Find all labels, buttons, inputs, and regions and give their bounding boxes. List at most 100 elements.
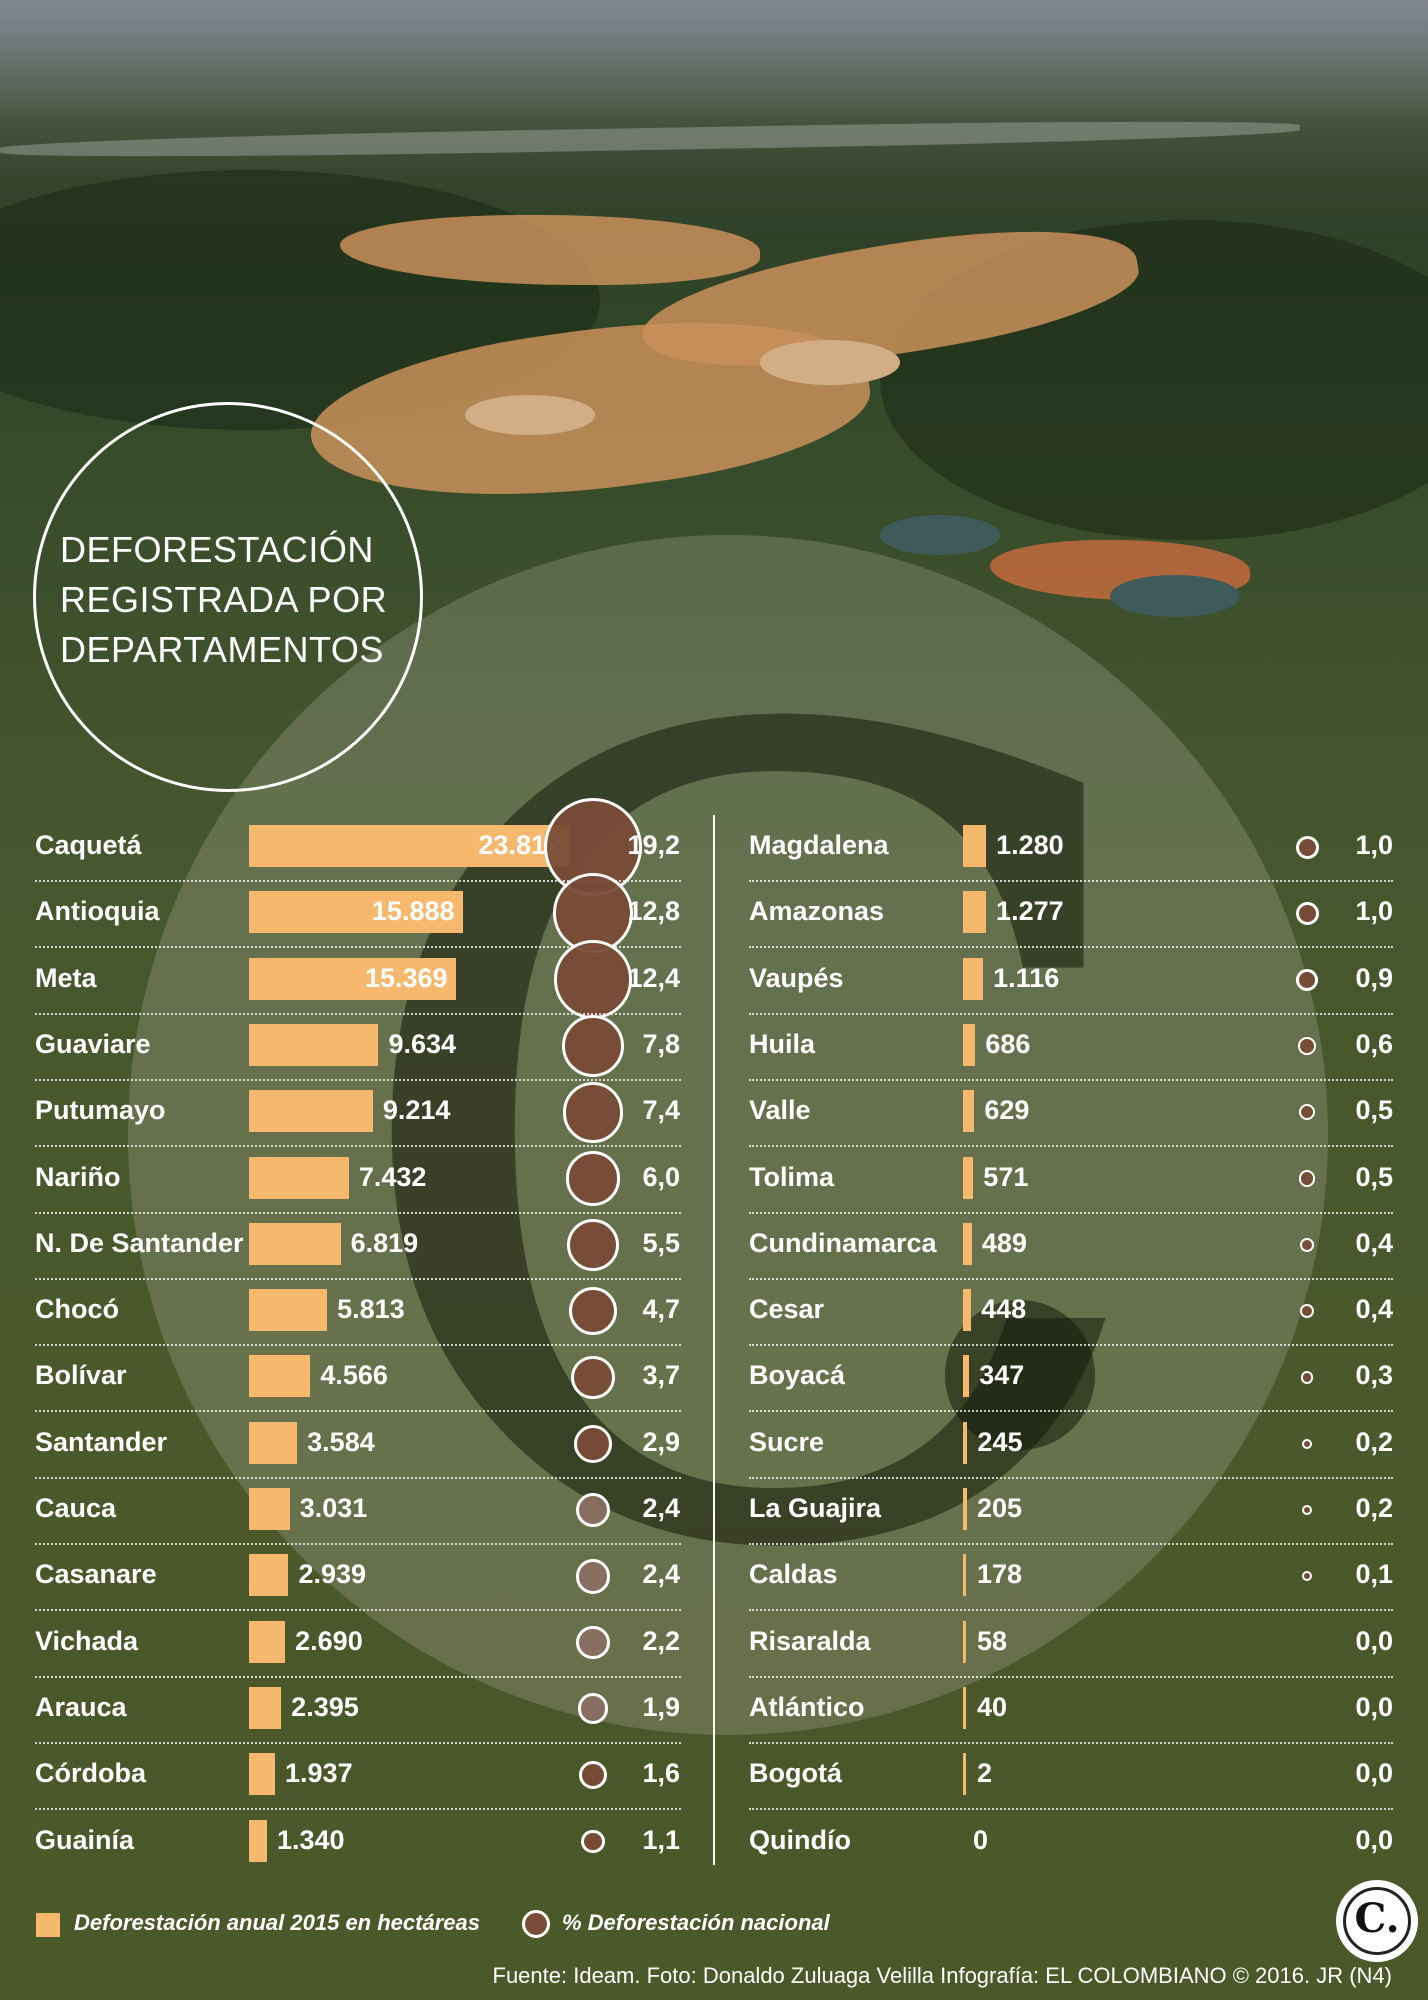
- pct-bubble: [561, 1014, 625, 1078]
- chart-title: DEFORESTACIÓN REGISTRADA POR DEPARTAMENT…: [60, 525, 387, 675]
- pct-value: 2,4: [642, 1559, 680, 1590]
- bar: [249, 1620, 286, 1663]
- row-label: Quindío: [749, 1824, 851, 1855]
- row-label: Huila: [749, 1028, 816, 1059]
- pct-value: 7,8: [642, 1028, 680, 1059]
- pct-value: 2,9: [642, 1426, 680, 1457]
- pct-bubble: [581, 1829, 605, 1854]
- pct-bubble: [1300, 1371, 1314, 1384]
- bar: [249, 1023, 379, 1066]
- pct-bubble: [1298, 1104, 1316, 1121]
- bar: [249, 1753, 276, 1796]
- row-label: Caldas: [749, 1559, 838, 1590]
- row-separator: [749, 1344, 1393, 1347]
- bar: [249, 1289, 328, 1332]
- bar: [963, 1421, 968, 1464]
- bar-value: 2.690: [295, 1625, 363, 1656]
- bar: [963, 891, 987, 934]
- row-label: Bogotá: [749, 1758, 842, 1789]
- pct-bubble: [1301, 1504, 1313, 1516]
- pct-value: 19,2: [627, 830, 680, 860]
- bar-value: 15.369: [364, 962, 448, 993]
- pct-value: 0,0: [1355, 1824, 1393, 1855]
- legend-bar-swatch: [36, 1913, 60, 1937]
- row-separator: [35, 1211, 681, 1214]
- bar-value: 1.937: [285, 1758, 353, 1789]
- bar-value: 3.584: [307, 1426, 375, 1457]
- row-label: Antioquia: [35, 896, 160, 927]
- row-separator: [749, 946, 1393, 949]
- pct-value: 12,4: [627, 962, 680, 993]
- pond-photo: [880, 515, 1000, 555]
- pct-bubble: [1296, 968, 1318, 991]
- pct-value: 0,1: [1355, 1559, 1393, 1590]
- pct-value: 6,0: [642, 1161, 680, 1192]
- row-separator: [35, 1609, 681, 1612]
- row-label: Atlántico: [749, 1691, 865, 1722]
- pct-value: 0,4: [1355, 1294, 1393, 1325]
- bar: [249, 1488, 290, 1530]
- title-line-1: DEFORESTACIÓN: [60, 529, 374, 570]
- row-separator: [749, 1543, 1393, 1545]
- bar-value: 9.634: [388, 1028, 457, 1059]
- pct-value: 0,9: [1355, 962, 1393, 993]
- bar-value: 0: [973, 1824, 989, 1855]
- title-line-2: REGISTRADA POR: [60, 579, 388, 620]
- bar-value: 629: [984, 1095, 1030, 1126]
- bar: [963, 1023, 976, 1066]
- row-separator: [749, 1078, 1393, 1081]
- row-label: Cauca: [35, 1493, 117, 1523]
- pct-value: 0,2: [1355, 1493, 1393, 1523]
- bar-value: 1.277: [996, 896, 1064, 927]
- title-circle: [33, 402, 423, 792]
- bar-value: 347: [979, 1360, 1025, 1391]
- row-label: Chocó: [35, 1294, 119, 1325]
- bar-value: 686: [985, 1028, 1031, 1059]
- pct-bubble: [1295, 901, 1319, 925]
- bar-value: 1.116: [993, 962, 1060, 993]
- row-label: Valle: [749, 1095, 811, 1126]
- mining-area-photo: [340, 215, 760, 285]
- bar: [249, 1355, 311, 1398]
- row-label: Guainía: [35, 1824, 135, 1855]
- pct-bubble: [552, 873, 634, 954]
- bar-value: 489: [981, 1227, 1027, 1258]
- bar-value: 245: [977, 1426, 1023, 1457]
- pond-photo: [1110, 575, 1240, 617]
- bar: [249, 825, 569, 867]
- row-label: Boyacá: [749, 1360, 846, 1391]
- row-separator: [749, 1410, 1393, 1413]
- row-separator: [749, 1741, 1393, 1744]
- title-line-3: DEPARTAMENTOS: [60, 629, 384, 670]
- row-label: La Guajira: [749, 1493, 882, 1523]
- pct-bubble: [1302, 1571, 1312, 1582]
- bar-value: 2.395: [291, 1691, 359, 1722]
- row-label: Vaupés: [749, 962, 844, 993]
- bar-value: 1.280: [996, 830, 1064, 860]
- row-label: Meta: [35, 962, 97, 993]
- pct-value: 4,7: [642, 1294, 680, 1325]
- bar: [963, 1488, 967, 1530]
- el-colombiano-logo-mark: C.: [1343, 1887, 1411, 1955]
- row-label: Sucre: [749, 1426, 825, 1457]
- row-label: Putumayo: [35, 1095, 166, 1126]
- bar: [249, 1421, 298, 1464]
- row-separator: [35, 1145, 681, 1148]
- bar: [963, 1090, 975, 1133]
- row-label: Cesar: [749, 1294, 825, 1325]
- watermark-c-letter: C: [330, 510, 1172, 1790]
- pct-value: 2,2: [642, 1625, 680, 1656]
- row-separator: [35, 1012, 681, 1015]
- pct-value: 0,0: [1355, 1691, 1393, 1722]
- bar-value: 571: [983, 1161, 1029, 1192]
- bar: [963, 825, 987, 867]
- pct-value: 12,8: [627, 896, 680, 927]
- bar: [249, 1686, 282, 1729]
- bar: [249, 1090, 373, 1133]
- pct-bubble: [562, 1081, 624, 1143]
- row-label: Magdalena: [749, 830, 889, 860]
- row-separator: [35, 1078, 681, 1081]
- bar-value: 6.819: [350, 1227, 419, 1258]
- row-separator: [749, 1808, 1393, 1811]
